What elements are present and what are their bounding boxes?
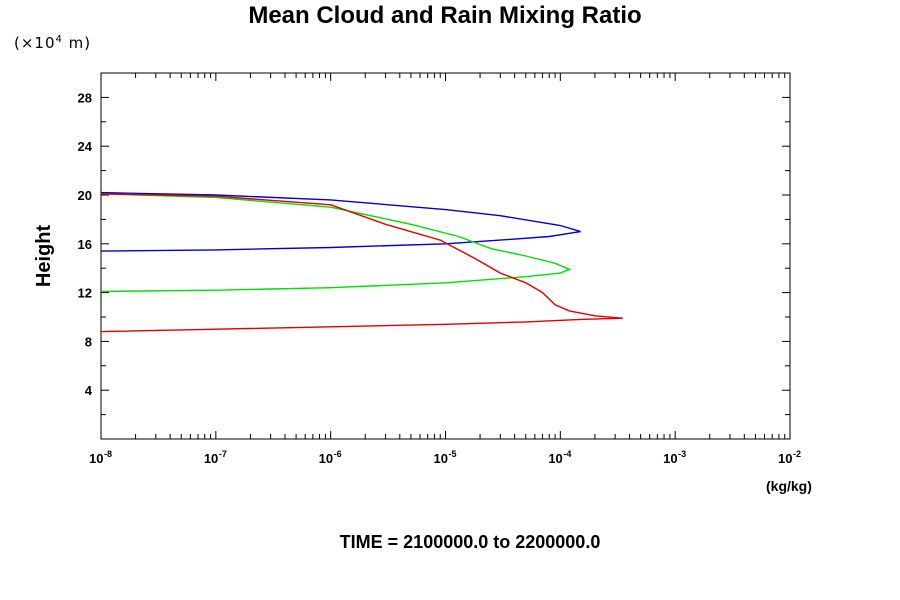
y-tick-label: 12 <box>78 286 92 301</box>
axis-ticks <box>101 73 790 439</box>
y-tick-label: 16 <box>78 237 92 252</box>
series-line-1 <box>100 191 581 252</box>
x-tick-labels: 10 -8 10 -7 10 -6 10 -5 10 -4 10 -3 10 -2 <box>89 449 801 466</box>
y-tick-label: 28 <box>78 90 92 105</box>
x-tick-exponent: -2 <box>793 449 801 459</box>
x-tick-exponent: -5 <box>449 449 457 459</box>
chart-title: Mean Cloud and Rain Mixing Ratio <box>248 2 642 29</box>
plot-frame <box>100 72 791 440</box>
x-tick-label: 10 -6 <box>319 449 342 466</box>
x-tick-base: 10 <box>89 451 103 466</box>
x-tick-base: 10 <box>778 451 792 466</box>
x-tick-base: 10 <box>434 451 448 466</box>
y-axis-label: Height <box>33 225 55 288</box>
x-tick-base: 10 <box>204 451 218 466</box>
x-tick-exponent: -6 <box>334 449 342 459</box>
x-tick-exponent: -7 <box>219 449 227 459</box>
series-line-3 <box>100 193 623 333</box>
y-tick-labels: 4 8 12 16 20 24 28 <box>78 90 93 398</box>
x-tick-label: 10 -5 <box>434 449 457 466</box>
x-tick-base: 10 <box>663 451 677 466</box>
y-tick-label: 8 <box>85 334 92 349</box>
x-tick-label: 10 -4 <box>548 449 571 466</box>
x-tick-base: 10 <box>319 451 333 466</box>
x-tick-label: 10 -2 <box>778 449 801 466</box>
x-tick-label: 10 -3 <box>663 449 686 466</box>
x-tick-base: 10 <box>548 451 562 466</box>
x-tick-exponent: -3 <box>678 449 686 459</box>
y-tick-label: 20 <box>78 188 92 203</box>
x-units-label: (kg/kg) <box>766 478 812 494</box>
series-line-2 <box>100 193 572 293</box>
time-footer: TIME = 2100000.0 to 2200000.0 <box>339 532 601 552</box>
y-tick-label: 4 <box>85 383 93 398</box>
x-tick-exponent: -8 <box>104 449 112 459</box>
y-tick-label: 24 <box>78 139 93 154</box>
x-tick-exponent: -4 <box>563 449 571 459</box>
y-units-label: (×104 m) <box>14 34 92 52</box>
x-tick-label: 10 -7 <box>204 449 227 466</box>
series-group <box>100 191 623 333</box>
x-tick-label: 10 -8 <box>89 449 112 466</box>
